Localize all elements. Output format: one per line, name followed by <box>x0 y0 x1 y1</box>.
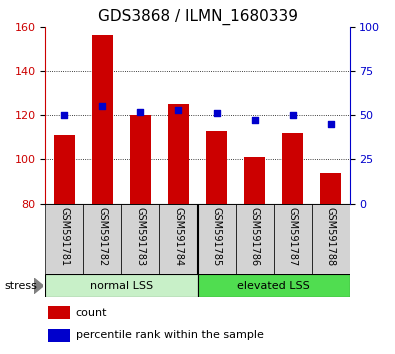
Bar <box>160 204 198 274</box>
Text: GSM591782: GSM591782 <box>98 207 107 266</box>
Text: elevated LSS: elevated LSS <box>237 281 310 291</box>
Text: GSM591785: GSM591785 <box>211 207 222 266</box>
Bar <box>312 204 350 274</box>
Bar <box>320 172 341 204</box>
Bar <box>83 204 122 274</box>
Text: percentile rank within the sample: percentile rank within the sample <box>76 330 264 340</box>
Bar <box>282 133 303 204</box>
Text: GSM591781: GSM591781 <box>59 207 70 266</box>
Bar <box>92 35 113 204</box>
Text: GSM591784: GSM591784 <box>173 207 184 266</box>
Bar <box>168 104 189 204</box>
Text: GSM591787: GSM591787 <box>288 207 297 266</box>
Bar <box>122 204 160 274</box>
Text: normal LSS: normal LSS <box>90 281 153 291</box>
Point <box>213 110 220 116</box>
Point <box>61 112 68 118</box>
Text: GSM591783: GSM591783 <box>135 207 145 266</box>
Point <box>137 109 144 114</box>
Bar <box>235 204 274 274</box>
Bar <box>45 204 83 274</box>
Point <box>251 118 258 123</box>
Bar <box>49 307 70 319</box>
Point <box>175 107 182 113</box>
Bar <box>54 135 75 204</box>
Polygon shape <box>34 278 43 294</box>
Text: count: count <box>76 308 107 318</box>
Bar <box>198 274 350 297</box>
Title: GDS3868 / ILMN_1680339: GDS3868 / ILMN_1680339 <box>98 9 297 25</box>
Bar <box>244 157 265 204</box>
Bar <box>130 115 151 204</box>
Bar <box>206 131 227 204</box>
Point <box>99 103 105 109</box>
Point <box>327 121 334 127</box>
Bar <box>49 329 70 342</box>
Point <box>290 112 296 118</box>
Bar <box>198 204 235 274</box>
Bar <box>45 274 198 297</box>
Text: GSM591786: GSM591786 <box>250 207 260 266</box>
Text: stress: stress <box>4 281 37 291</box>
Text: GSM591788: GSM591788 <box>325 207 336 266</box>
Bar <box>273 204 312 274</box>
